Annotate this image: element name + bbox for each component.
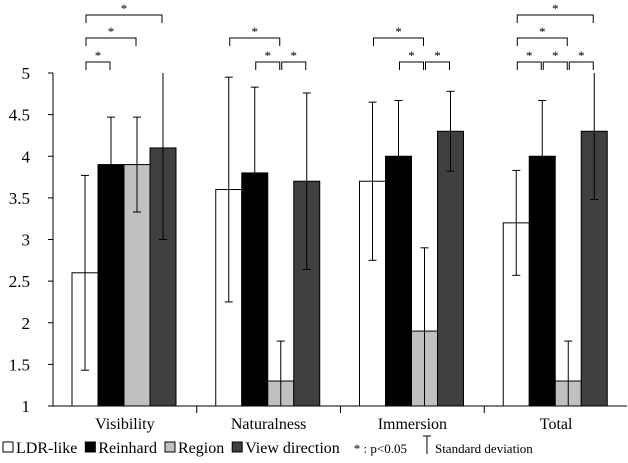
y-tick-label: 5 xyxy=(22,64,31,83)
significance-star: * xyxy=(434,48,441,63)
significance-bracket xyxy=(516,61,542,70)
significance-star: * xyxy=(265,48,272,63)
significance-star: * xyxy=(408,48,415,63)
legend-swatch xyxy=(84,441,96,453)
significance-star: * xyxy=(578,48,585,63)
significance-bracket xyxy=(229,37,281,46)
y-tick-label: 4 xyxy=(22,147,31,166)
y-tick-label: 1.5 xyxy=(9,355,30,374)
y-tick-label: 4.5 xyxy=(9,106,30,125)
legend-label: View direction xyxy=(245,440,340,457)
significance-star: * xyxy=(95,48,102,63)
significance-bracket xyxy=(85,14,163,23)
legend-label: Region xyxy=(178,440,224,457)
x-tick-label: Total xyxy=(540,416,573,433)
significance-star: * xyxy=(539,24,546,39)
legend-swatch xyxy=(2,441,14,453)
significance-bracket xyxy=(516,37,568,46)
x-tick-label: Immersion xyxy=(378,416,447,433)
x-axis-labels: Visibility Naturalness Immersion Total xyxy=(95,416,573,433)
legend-significance-note: * : p<0.05 xyxy=(354,441,407,456)
legend-label: Reinhard xyxy=(98,440,157,457)
legend-swatch xyxy=(231,441,243,453)
significance-star: * xyxy=(395,24,402,39)
significance-star: * xyxy=(526,48,533,63)
x-tick-label: Naturalness xyxy=(231,416,307,433)
y-tick-label: 3 xyxy=(22,231,31,250)
significance-bracket xyxy=(85,37,137,46)
significance-star: * xyxy=(121,1,128,16)
legend-label: LDR-like xyxy=(16,440,77,457)
y-axis-ticks: 1 1.5 2 2.5 3 3.5 4 4.5 5 xyxy=(9,64,485,416)
significance-bracket xyxy=(255,61,281,70)
significance-bracket xyxy=(425,61,450,70)
significance-bracket xyxy=(516,14,594,23)
significance-brackets: * * * * * * * * * * * * * * xyxy=(85,1,594,70)
significance-star: * xyxy=(552,48,559,63)
y-tick-label: 1 xyxy=(22,397,31,416)
significance-star: * xyxy=(252,24,259,39)
significance-bracket xyxy=(85,61,111,70)
significance-star: * xyxy=(291,48,298,63)
bar xyxy=(437,130,464,407)
y-tick-label: 2.5 xyxy=(9,272,30,291)
legend-swatch xyxy=(164,441,176,453)
x-tick-label: Visibility xyxy=(95,416,155,433)
significance-star: * xyxy=(552,1,559,16)
significance-bracket xyxy=(568,61,594,70)
y-tick-label: 2 xyxy=(22,314,31,333)
significance-bracket xyxy=(399,61,424,70)
y-tick-label: 3.5 xyxy=(9,189,30,208)
significance-star: * xyxy=(108,24,115,39)
error-bars-group xyxy=(81,73,599,407)
significance-bracket xyxy=(542,61,568,70)
significance-bracket xyxy=(281,61,307,70)
legend-error-bar-note: Standard deviation xyxy=(435,441,533,456)
bars-group xyxy=(71,130,608,407)
significance-bracket xyxy=(373,37,424,46)
legend: LDR-like Reinhard Region View direction * : … xyxy=(2,435,533,457)
